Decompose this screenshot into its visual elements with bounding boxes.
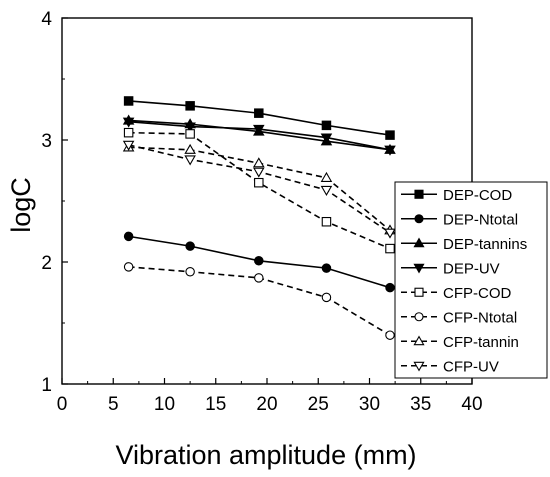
x-tick-label: 10 [154,394,175,415]
data-point [253,167,265,178]
legend-label: DEP-tannins [443,236,527,253]
legend-item: DEP-UV [401,260,500,277]
axes: 0 5 10 15 20 25 30 35 40 1 2 3 4 [41,9,482,415]
legend-marker [413,335,425,346]
series-dep-ntotal [123,231,395,293]
series-cfp-cod [123,127,395,254]
data-point [385,243,395,254]
series-cfp-uv [122,140,396,239]
data-point [185,129,195,139]
legend-marker [414,287,424,297]
data-point [184,122,196,133]
data-point [254,108,264,118]
legend-label: CFP-Ntotal [443,309,517,326]
series-dep-tannins [122,114,396,154]
plot-marks [122,96,396,340]
data-point [185,267,195,277]
series-cfp-tannin [122,141,396,235]
x-tick-label: 30 [359,394,380,415]
x-tick-label: 25 [308,394,329,415]
legend-marker [414,189,424,199]
legend-label: CFP-tannin [443,334,519,351]
x-axis-title: Vibration amplitude (mm) [115,440,416,470]
data-point [122,117,135,128]
data-point [254,256,264,266]
legend-item: CFP-COD [401,285,511,302]
data-point [123,262,134,272]
legend-label: DEP-COD [443,187,512,204]
data-point [320,133,333,144]
series-line [128,144,391,234]
x-tick-label: 0 [57,394,68,415]
data-point [320,185,333,196]
data-point [321,216,332,227]
data-point [122,140,135,151]
legend-label: DEP-UV [443,260,500,277]
legend-label: CFP-UV [443,358,499,375]
series-dep-uv [122,117,396,156]
series-dep-cod [123,96,395,140]
data-point [384,145,396,156]
series-cfp-ntotal [123,262,395,340]
x-tick-label: 20 [256,394,277,415]
legend-marker [413,237,425,248]
x-tick-label: 5 [108,394,119,415]
data-point [184,155,196,166]
legend-label: CFP-COD [443,285,511,302]
data-point [253,157,265,168]
data-point [185,241,195,251]
y-tick-label: 2 [41,253,52,274]
legend-item: DEP-COD [401,187,512,204]
legend: DEP-COD DEP-Ntotal DEP-tannins DEP-UV CFP-CO… [394,181,548,379]
x-tick-label: 40 [461,394,482,415]
data-point [321,263,332,273]
legend-item: DEP-tannins [401,236,527,253]
x-tick-label: 15 [205,394,226,415]
series-line [128,131,391,250]
data-point [123,231,134,242]
data-point [385,330,395,340]
data-point [254,273,264,283]
legend-item: DEP-Ntotal [401,211,518,228]
data-point [185,101,195,111]
legend-item: CFP-tannin [401,334,519,351]
data-point [254,177,264,188]
data-point [385,282,395,293]
data-point [184,143,196,154]
legend-marker [414,214,424,224]
data-point [123,96,134,106]
x-tick-label: 35 [410,394,431,415]
data-point [123,127,134,138]
data-point [320,171,333,182]
y-tick-label: 3 [41,131,52,152]
legend-marker [414,312,424,322]
legend-item: CFP-Ntotal [401,309,517,326]
legend-item: CFP-UV [401,358,499,375]
legend-marker [413,361,425,372]
data-point [253,124,265,135]
y-axis-title: logC [6,177,36,233]
data-point [384,228,396,239]
y-tick-label: 4 [41,9,52,30]
y-tick-label: 1 [41,375,52,396]
data-point [321,292,332,303]
data-point [321,120,332,131]
legend-marker [413,263,425,274]
data-point [385,130,395,140]
legend-label: DEP-Ntotal [443,211,518,228]
